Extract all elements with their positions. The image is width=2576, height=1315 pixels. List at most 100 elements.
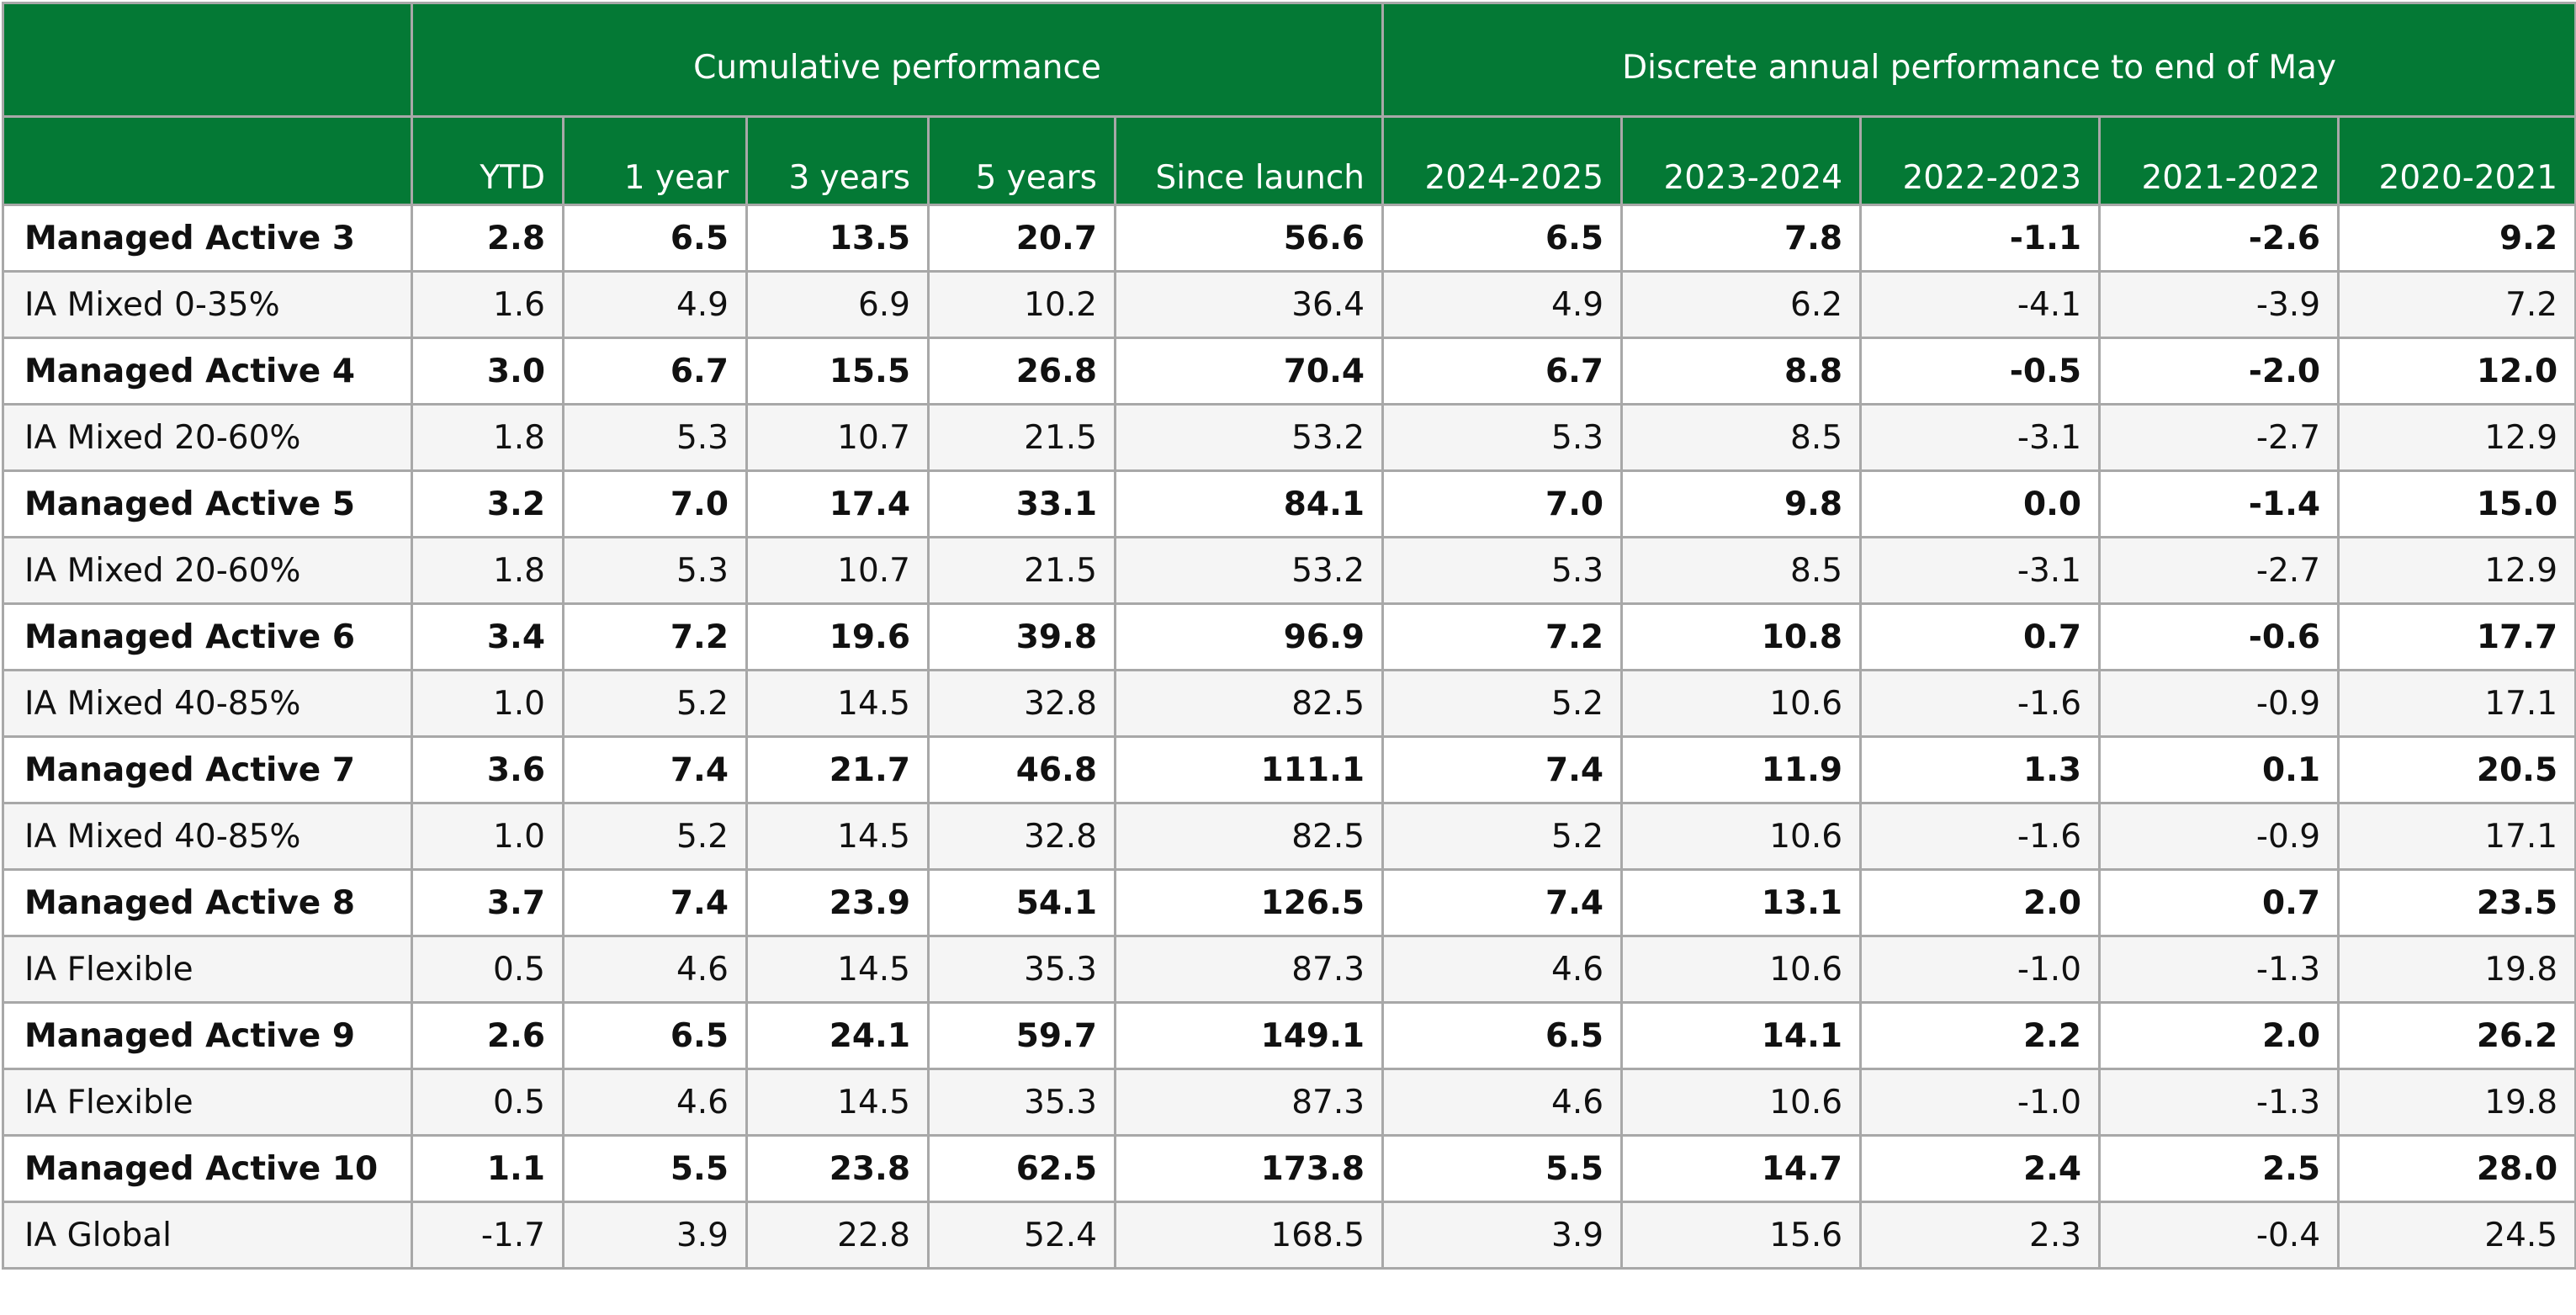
header-group-cumulative-performance: Cumulative performance: [410, 2, 1385, 118]
value-cell-2023-2024: 8.8: [1620, 337, 1863, 406]
value-cell-2020-2021: 17.7: [2337, 602, 2576, 671]
value-cell-2023-2024: 10.8: [1620, 602, 1863, 671]
table-row: Managed Active 6 3.4 7.2 19.6 39.8 96.9 7.2 10.…: [2, 602, 2576, 671]
value-cell-2022-2023: -1.0: [1859, 935, 2102, 1004]
value-cell-2020-2021: 24.5: [2337, 1201, 2576, 1270]
value-cell-2022-2023: -4.1: [1859, 270, 2102, 339]
value-cell-3-years: 6.9: [745, 270, 930, 339]
value-cell-1-year: 5.5: [562, 1134, 748, 1203]
value-cell-2022-2023: -0.5: [1859, 337, 2102, 406]
table-body: Managed Active 3 2.8 6.5 13.5 20.7 56.6 6.5 7.8…: [2, 204, 2576, 1270]
value-cell-2024-2025: 6.7: [1381, 337, 1624, 406]
value-cell-2024-2025: 5.3: [1381, 536, 1624, 605]
value-cell-3-years: 17.4: [745, 469, 930, 538]
header-corner-cell: [2, 115, 413, 206]
value-cell-2020-2021: 15.0: [2337, 469, 2576, 538]
value-cell-2024-2025: 4.6: [1381, 1068, 1624, 1137]
value-cell-2022-2023: -3.1: [1859, 536, 2102, 605]
value-cell-5-years: 32.8: [927, 802, 1116, 871]
value-cell-3-years: 14.5: [745, 669, 930, 738]
value-cell-2022-2023: 2.2: [1859, 1001, 2102, 1070]
row-label: Managed Active 7: [2, 735, 413, 804]
value-cell-2024-2025: 5.5: [1381, 1134, 1624, 1203]
table-row: IA Global -1.7 3.9 22.8 52.4 168.5 3.9 15.6 2.3-…: [2, 1201, 2576, 1270]
header-group-discrete-annual-performance-to-end-of-may: Discrete annual performance to end of Ma…: [1381, 2, 2576, 118]
value-cell-2023-2024: 14.7: [1620, 1134, 1863, 1203]
value-cell-5-years: 33.1: [927, 469, 1116, 538]
value-cell-ytd: 3.2: [411, 469, 564, 538]
value-cell-3-years: 22.8: [745, 1201, 930, 1270]
value-cell-2021-2022: 2.5: [2098, 1134, 2340, 1203]
table-row: Managed Active 4 3.0 6.7 15.5 26.8 70.4 6.7 8.8…: [2, 337, 2576, 406]
value-cell-5-years: 39.8: [927, 602, 1116, 671]
value-cell-2022-2023: 0.7: [1859, 602, 2102, 671]
value-cell-2024-2025: 7.2: [1381, 602, 1624, 671]
row-label: IA Flexible: [2, 1068, 413, 1137]
value-cell-1-year: 3.9: [562, 1201, 748, 1270]
value-cell-2022-2023: -1.6: [1859, 669, 2102, 738]
value-cell-2020-2021: 12.0: [2337, 337, 2576, 406]
value-cell-ytd: 1.8: [411, 536, 564, 605]
value-cell-ytd: 1.8: [411, 403, 564, 472]
column-header-2020-2021: 2020-2021: [2337, 115, 2576, 206]
value-cell-2023-2024: 15.6: [1620, 1201, 1863, 1270]
value-cell-3-years: 14.5: [745, 935, 930, 1004]
header-column-row: YTD 1 year 3 years 5 years Since launch 2024-…: [2, 115, 2576, 206]
value-cell-2022-2023: 2.0: [1859, 868, 2102, 937]
header-group-row: Cumulative performance Discrete annual pe…: [2, 2, 2576, 118]
value-cell-2021-2022: 2.0: [2098, 1001, 2340, 1070]
column-header-2023-2024: 2023-2024: [1620, 115, 1863, 206]
value-cell-5-years: 21.5: [927, 536, 1116, 605]
value-cell-2020-2021: 12.9: [2337, 403, 2576, 472]
value-cell-2020-2021: 17.1: [2337, 802, 2576, 871]
column-header-2022-2023: 2022-2023: [1859, 115, 2102, 206]
value-cell-ytd: 1.6: [411, 270, 564, 339]
value-cell-2021-2022: -2.7: [2098, 403, 2340, 472]
value-cell-ytd: 2.6: [411, 1001, 564, 1070]
value-cell-2020-2021: 9.2: [2337, 204, 2576, 273]
value-cell-ytd: 1.1: [411, 1134, 564, 1203]
value-cell-2021-2022: 0.7: [2098, 868, 2340, 937]
value-cell-since-launch: 82.5: [1113, 669, 1385, 738]
table-header: Cumulative performance Discrete annual pe…: [2, 2, 2576, 206]
value-cell-2023-2024: 11.9: [1620, 735, 1863, 804]
value-cell-1-year: 6.7: [562, 337, 748, 406]
value-cell-2021-2022: -2.7: [2098, 536, 2340, 605]
value-cell-2023-2024: 14.1: [1620, 1001, 1863, 1070]
value-cell-since-launch: 36.4: [1113, 270, 1385, 339]
value-cell-3-years: 13.5: [745, 204, 930, 273]
column-header-3-years: 3 years: [745, 115, 930, 206]
value-cell-3-years: 19.6: [745, 602, 930, 671]
value-cell-2022-2023: -3.1: [1859, 403, 2102, 472]
value-cell-5-years: 26.8: [927, 337, 1116, 406]
value-cell-2020-2021: 20.5: [2337, 735, 2576, 804]
value-cell-2024-2025: 4.9: [1381, 270, 1624, 339]
value-cell-5-years: 62.5: [927, 1134, 1116, 1203]
value-cell-1-year: 7.4: [562, 868, 748, 937]
value-cell-1-year: 7.0: [562, 469, 748, 538]
row-label: Managed Active 4: [2, 337, 413, 406]
value-cell-5-years: 54.1: [927, 868, 1116, 937]
table-row: Managed Active 3 2.8 6.5 13.5 20.7 56.6 6.5 7.8…: [2, 204, 2576, 273]
row-label: Managed Active 10: [2, 1134, 413, 1203]
value-cell-1-year: 5.3: [562, 536, 748, 605]
table-row: IA Mixed 40-85% 1.0 5.2 14.5 32.8 82.5 5.2 10.6…: [2, 802, 2576, 871]
value-cell-2024-2025: 5.2: [1381, 802, 1624, 871]
column-header-1-year: 1 year: [562, 115, 748, 206]
value-cell-1-year: 6.5: [562, 204, 748, 273]
value-cell-2023-2024: 8.5: [1620, 403, 1863, 472]
value-cell-2024-2025: 6.5: [1381, 1001, 1624, 1070]
table-row: IA Mixed 20-60% 1.8 5.3 10.7 21.5 53.2 5.3 8.5-…: [2, 536, 2576, 605]
value-cell-2024-2025: 5.3: [1381, 403, 1624, 472]
column-header-since-launch: Since launch: [1113, 115, 1385, 206]
value-cell-2022-2023: 2.4: [1859, 1134, 2102, 1203]
row-label: IA Mixed 20-60%: [2, 536, 413, 605]
value-cell-2021-2022: -0.9: [2098, 669, 2340, 738]
value-cell-2024-2025: 5.2: [1381, 669, 1624, 738]
value-cell-ytd: 1.0: [411, 669, 564, 738]
value-cell-2023-2024: 9.8: [1620, 469, 1863, 538]
value-cell-2024-2025: 6.5: [1381, 204, 1624, 273]
value-cell-2022-2023: 1.3: [1859, 735, 2102, 804]
value-cell-ytd: 3.4: [411, 602, 564, 671]
table-row: IA Mixed 40-85% 1.0 5.2 14.5 32.8 82.5 5.2 10.6…: [2, 669, 2576, 738]
